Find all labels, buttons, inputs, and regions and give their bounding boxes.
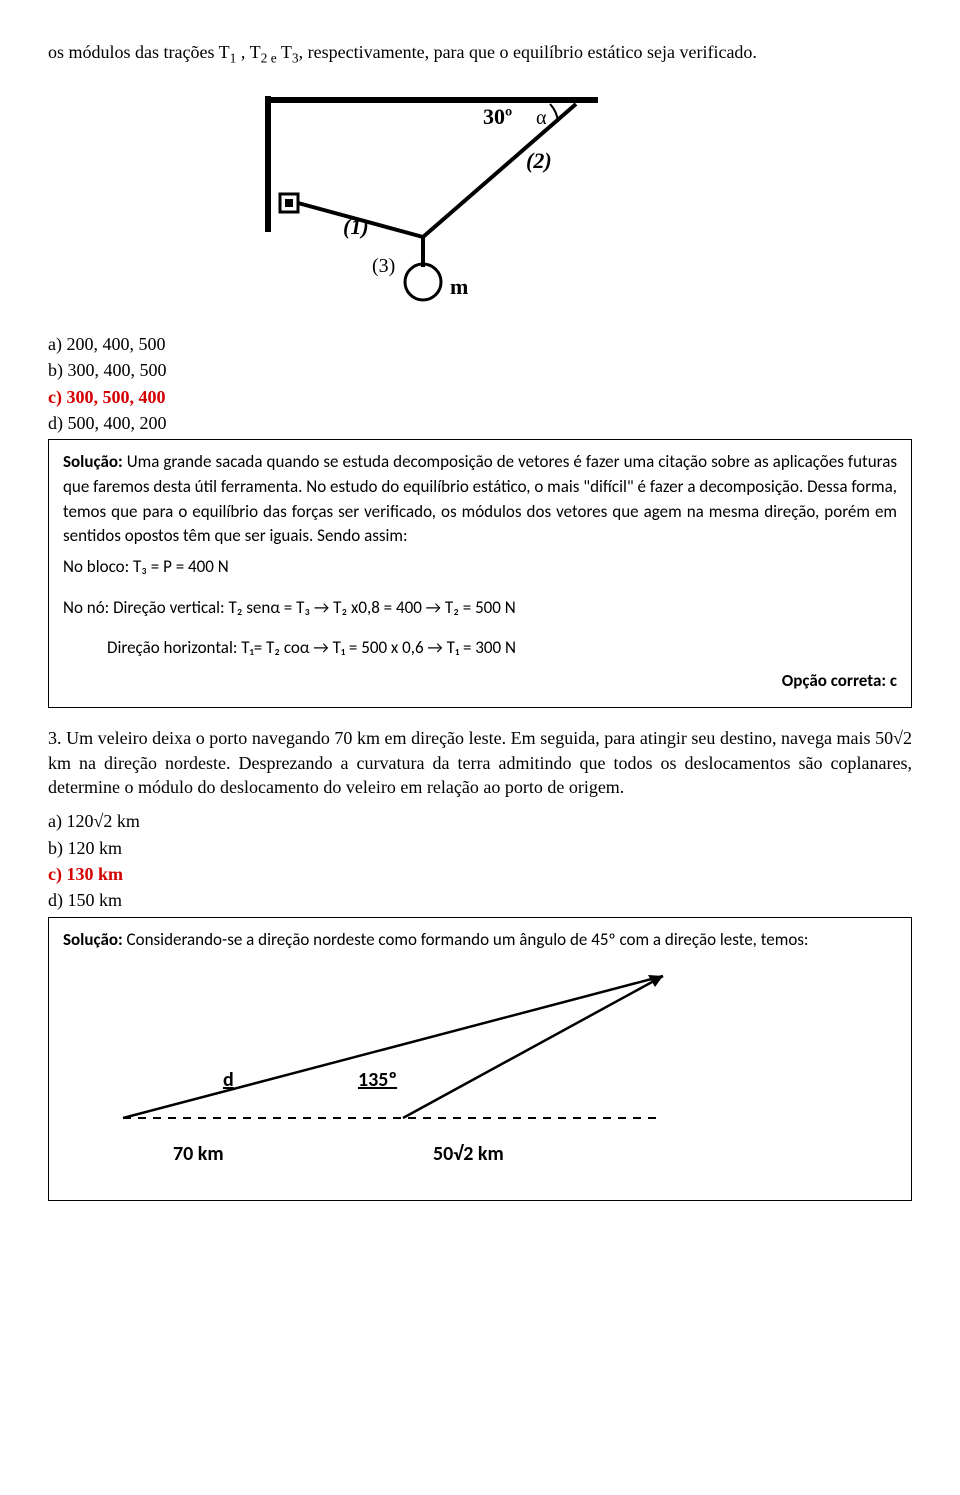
solution2-label: Solução: bbox=[63, 451, 123, 472]
q2-option-d: d) 500, 400, 200 bbox=[48, 411, 912, 435]
q3-text: 3. Um veleiro deixa o porto navegando 70… bbox=[48, 726, 912, 799]
intro-mid2: T bbox=[277, 42, 292, 62]
solution-box-q2: Solução: Uma grande sacada quando se est… bbox=[48, 439, 912, 708]
solution2-body: Solução: Uma grande sacada quando se est… bbox=[63, 450, 897, 549]
triangle-angle-label: 135º bbox=[358, 1068, 397, 1092]
diagram-pulley: 30º α (1) (2) (3) m bbox=[258, 82, 912, 308]
q3-option-a: a) 120√2 km bbox=[48, 809, 912, 833]
triangle-d-label: d bbox=[223, 1068, 234, 1092]
intro-part1: os módulos das trações T bbox=[48, 42, 230, 62]
rope2-label: (2) bbox=[526, 148, 552, 173]
solution2-answer: Opção correta: c bbox=[63, 669, 897, 694]
solution2-block: No bloco: T₃ = P = 400 N bbox=[63, 555, 897, 580]
triangle-base2-label: 50√2 km bbox=[433, 1142, 504, 1166]
triangle-diagram: d 135º 70 km 50√2 km bbox=[103, 958, 897, 1176]
alpha-label: α bbox=[536, 107, 547, 129]
solution2-horizontal: Direção horizontal: T₁= T₂ coα → T₁ = 50… bbox=[107, 636, 897, 661]
q2-option-b: b) 300, 400, 500 bbox=[48, 358, 912, 382]
q3-option-b: b) 120 km bbox=[48, 836, 912, 860]
angle-30-label: 30º bbox=[483, 104, 512, 129]
solution2-text: Uma grande sacada quando se estuda decom… bbox=[63, 451, 897, 546]
q3-options: a) 120√2 km b) 120 km c) 130 km d) 150 k… bbox=[48, 809, 912, 912]
intro-part2: , respectivamente, para que o equilíbrio… bbox=[299, 42, 757, 62]
solution3-body: Solução: Considerando-se a direção norde… bbox=[63, 928, 897, 953]
intro-sub3: 3 bbox=[292, 51, 299, 66]
rope3-label: (3) bbox=[372, 255, 395, 277]
q2-options: a) 200, 400, 500 b) 300, 400, 500 c) 300… bbox=[48, 332, 912, 435]
solution-box-q3: Solução: Considerando-se a direção norde… bbox=[48, 917, 912, 1201]
q3-option-c: c) 130 km bbox=[48, 862, 912, 886]
solution3-text: Considerando-se a direção nordeste como … bbox=[123, 929, 809, 950]
q2-option-c: c) 300, 500, 400 bbox=[48, 385, 912, 409]
triangle-base1-label: 70 km bbox=[173, 1142, 224, 1166]
solution2-vertical: No nó: Direção vertical: T₂ senα = T₃ → … bbox=[63, 596, 897, 621]
mass-label: m bbox=[450, 274, 468, 299]
solution3-label: Solução: bbox=[63, 929, 123, 950]
intro-text: os módulos das trações T1 , T2 e T3, res… bbox=[48, 40, 912, 68]
rope1-label: (1) bbox=[343, 214, 369, 239]
intro-mid1: , T bbox=[236, 42, 260, 62]
q3-option-d: d) 150 km bbox=[48, 888, 912, 912]
intro-sub2: 2 e bbox=[261, 51, 277, 66]
q2-option-a: a) 200, 400, 500 bbox=[48, 332, 912, 356]
